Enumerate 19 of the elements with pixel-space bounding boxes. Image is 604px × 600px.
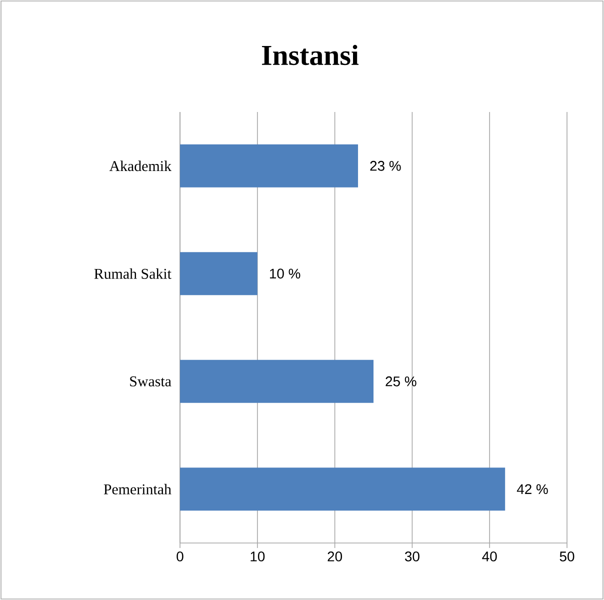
bar — [180, 360, 374, 403]
bar — [180, 468, 506, 511]
x-tick-label: 20 — [328, 552, 342, 562]
x-tick-label: 10 — [250, 552, 265, 562]
y-tick-label: Swasta — [130, 376, 172, 386]
chart-title: Instansi — [262, 44, 359, 66]
bar — [180, 252, 258, 296]
y-tick-label: Akademik — [109, 160, 172, 172]
data-label: 42 % — [516, 484, 548, 494]
data-label: 25 % — [386, 376, 416, 386]
x-tick-label: 50 — [560, 552, 574, 562]
data-label: 10 % — [270, 268, 300, 279]
data-label: 23 % — [370, 160, 401, 171]
x-tick-label: 30 — [404, 552, 420, 562]
x-tick-label: 0 — [176, 552, 184, 562]
y-tick-label: Rumah Sakit — [94, 268, 172, 279]
bar — [180, 144, 358, 188]
x-tick-label: 40 — [482, 552, 497, 562]
y-tick-label: Pemerintah — [104, 484, 172, 494]
